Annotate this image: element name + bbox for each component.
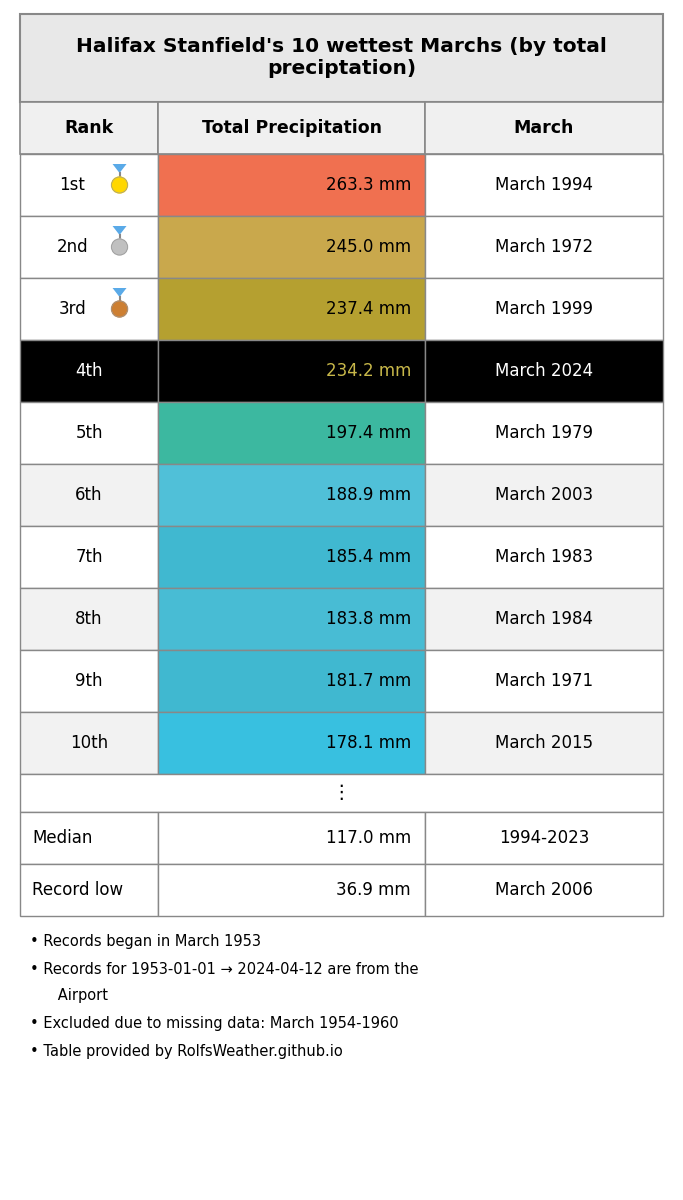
Bar bbox=[20, 588, 158, 650]
Text: March: March bbox=[514, 119, 574, 137]
Text: March 1972: March 1972 bbox=[495, 238, 593, 256]
Bar bbox=[158, 812, 425, 864]
Text: March 2015: March 2015 bbox=[495, 734, 593, 752]
Text: 1st: 1st bbox=[59, 176, 85, 194]
Bar bbox=[425, 402, 663, 464]
Bar bbox=[425, 526, 663, 588]
Bar bbox=[425, 864, 663, 916]
Polygon shape bbox=[113, 164, 126, 173]
Text: March 1994: March 1994 bbox=[495, 176, 593, 194]
Text: Airport: Airport bbox=[30, 988, 108, 1003]
Text: • Records for 1953-01-01 → 2024-04-12 are from the: • Records for 1953-01-01 → 2024-04-12 ar… bbox=[30, 962, 419, 977]
Bar bbox=[158, 102, 425, 154]
Bar bbox=[158, 526, 425, 588]
Bar bbox=[425, 216, 663, 278]
Text: March 1979: March 1979 bbox=[495, 424, 593, 442]
Bar bbox=[20, 216, 158, 278]
Text: 2nd: 2nd bbox=[57, 238, 88, 256]
Text: Halifax Stanfield's 10 wettest Marchs (by total
preciptation): Halifax Stanfield's 10 wettest Marchs (b… bbox=[76, 37, 607, 78]
Bar bbox=[20, 340, 158, 402]
Text: 263.3 mm: 263.3 mm bbox=[326, 176, 411, 194]
Bar bbox=[425, 154, 663, 216]
Text: 237.4 mm: 237.4 mm bbox=[326, 300, 411, 318]
Text: 185.4 mm: 185.4 mm bbox=[326, 548, 411, 566]
Text: March 1984: March 1984 bbox=[495, 610, 593, 628]
Text: Record low: Record low bbox=[32, 881, 123, 899]
Bar bbox=[20, 14, 663, 102]
Bar bbox=[20, 464, 158, 526]
Text: March 1983: March 1983 bbox=[495, 548, 593, 566]
Bar bbox=[20, 864, 158, 916]
Text: 10th: 10th bbox=[70, 734, 108, 752]
Bar bbox=[425, 340, 663, 402]
Bar bbox=[158, 402, 425, 464]
Circle shape bbox=[111, 301, 128, 317]
Text: March 1999: March 1999 bbox=[495, 300, 593, 318]
Bar bbox=[158, 216, 425, 278]
Bar bbox=[158, 340, 425, 402]
Text: 178.1 mm: 178.1 mm bbox=[326, 734, 411, 752]
Text: • Table provided by RolfsWeather.github.io: • Table provided by RolfsWeather.github.… bbox=[30, 1044, 343, 1058]
Text: March 2024: March 2024 bbox=[495, 362, 593, 380]
Text: 36.9 mm: 36.9 mm bbox=[337, 881, 411, 899]
Text: 9th: 9th bbox=[75, 672, 103, 690]
Text: March 2006: March 2006 bbox=[495, 881, 593, 899]
Bar bbox=[158, 712, 425, 774]
Polygon shape bbox=[113, 226, 126, 235]
Text: 245.0 mm: 245.0 mm bbox=[326, 238, 411, 256]
Text: 1994-2023: 1994-2023 bbox=[499, 829, 589, 847]
Bar bbox=[20, 278, 158, 340]
Bar bbox=[158, 588, 425, 650]
Text: ⋮: ⋮ bbox=[332, 784, 351, 803]
Bar bbox=[20, 650, 158, 712]
Bar bbox=[20, 102, 158, 154]
Bar bbox=[158, 154, 425, 216]
Text: 197.4 mm: 197.4 mm bbox=[326, 424, 411, 442]
Text: 183.8 mm: 183.8 mm bbox=[326, 610, 411, 628]
Bar bbox=[20, 812, 158, 864]
Bar bbox=[425, 812, 663, 864]
Bar bbox=[158, 650, 425, 712]
Bar bbox=[158, 864, 425, 916]
Text: Rank: Rank bbox=[65, 119, 113, 137]
Text: 7th: 7th bbox=[75, 548, 103, 566]
Bar bbox=[425, 102, 663, 154]
Bar bbox=[20, 402, 158, 464]
Circle shape bbox=[111, 239, 128, 254]
Bar bbox=[158, 278, 425, 340]
Bar bbox=[20, 526, 158, 588]
Text: 188.9 mm: 188.9 mm bbox=[326, 486, 411, 504]
Bar bbox=[20, 774, 663, 812]
Bar bbox=[158, 464, 425, 526]
Text: 181.7 mm: 181.7 mm bbox=[326, 672, 411, 690]
Text: Median: Median bbox=[32, 829, 92, 847]
Text: March 2003: March 2003 bbox=[495, 486, 593, 504]
Text: 5th: 5th bbox=[75, 424, 103, 442]
Text: 234.2 mm: 234.2 mm bbox=[326, 362, 411, 380]
Text: 6th: 6th bbox=[75, 486, 103, 504]
Text: March 1971: March 1971 bbox=[495, 672, 593, 690]
Text: 3rd: 3rd bbox=[59, 300, 87, 318]
Bar bbox=[425, 464, 663, 526]
Text: • Records began in March 1953: • Records began in March 1953 bbox=[30, 934, 261, 949]
Bar bbox=[425, 278, 663, 340]
Text: 4th: 4th bbox=[75, 362, 103, 380]
Bar bbox=[20, 712, 158, 774]
Text: 8th: 8th bbox=[75, 610, 103, 628]
Text: Total Precipitation: Total Precipitation bbox=[201, 119, 382, 137]
Bar bbox=[425, 588, 663, 650]
Text: 117.0 mm: 117.0 mm bbox=[326, 829, 411, 847]
Bar bbox=[425, 650, 663, 712]
Text: • Excluded due to missing data: March 1954-1960: • Excluded due to missing data: March 19… bbox=[30, 1016, 399, 1031]
Bar bbox=[20, 154, 158, 216]
Polygon shape bbox=[113, 288, 126, 296]
Circle shape bbox=[111, 176, 128, 193]
Bar bbox=[425, 712, 663, 774]
